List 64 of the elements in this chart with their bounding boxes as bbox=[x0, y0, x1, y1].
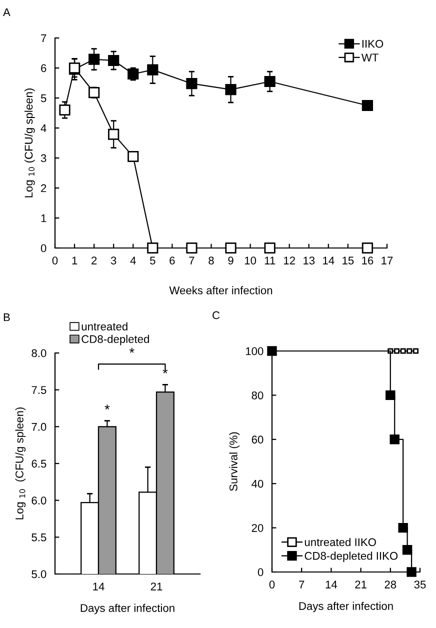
x-tick-label: 28 bbox=[384, 580, 396, 588]
x-tick-label: 35 bbox=[414, 580, 426, 588]
x-tick-label: 7 bbox=[299, 580, 304, 588]
y-tick-label: 5.0 bbox=[32, 570, 46, 578]
y-tick-label: 6 bbox=[41, 64, 46, 72]
x-tick-label: 10 bbox=[244, 256, 256, 264]
x-tick-label: 5 bbox=[150, 256, 156, 264]
x-tick-label: 0 bbox=[269, 580, 275, 588]
chart-title: B bbox=[4, 313, 10, 322]
x-tick-label: 2 bbox=[92, 256, 97, 264]
chart-title: C bbox=[212, 311, 220, 320]
y-tick-label: 7.0 bbox=[32, 422, 46, 431]
y-tick-label: 60 bbox=[252, 436, 264, 444]
x-tick-label: 7 bbox=[189, 256, 194, 264]
legend-label: CD8-depleted bbox=[82, 334, 149, 346]
x-tick-label: 16 bbox=[362, 256, 374, 264]
y-tick-label: 8.0 bbox=[32, 349, 46, 358]
y-tick-label: 1 bbox=[41, 214, 46, 222]
x-tick-label: 17 bbox=[382, 256, 393, 264]
x-tick-label: 4 bbox=[130, 256, 136, 264]
y-tick-label: 3 bbox=[40, 154, 46, 162]
x-tick-label: 21 bbox=[150, 582, 162, 590]
x-tick-label: 12 bbox=[284, 256, 295, 264]
legend-label: WT bbox=[361, 54, 378, 62]
x-tick-label: 14 bbox=[326, 580, 338, 588]
x-tick-label: 0 bbox=[52, 256, 58, 264]
x-tick-label: 8 bbox=[208, 256, 214, 264]
legend-label: untreated IIKO bbox=[304, 538, 376, 546]
legend-label: CD8-depleted IIKO bbox=[304, 552, 398, 562]
x-axis-title: Weeks after infection bbox=[169, 286, 272, 294]
x-axis-title: Days after infection bbox=[299, 602, 393, 612]
x-tick-label: 14 bbox=[323, 256, 334, 264]
y-tick-label: 80 bbox=[252, 391, 264, 400]
annotation: * bbox=[104, 404, 110, 410]
y-tick-label: 0 bbox=[258, 568, 264, 576]
y-axis-title: Log $_{10}$ (CFU/g spleen) bbox=[15, 407, 26, 520]
x-tick-label: 13 bbox=[304, 256, 315, 264]
y-tick-label: 40 bbox=[252, 480, 264, 488]
y-axis-title: Log $_{10}$ (CFU/g spleen) bbox=[24, 88, 35, 198]
y-tick-label: 100 bbox=[246, 347, 264, 356]
x-tick-label: 1 bbox=[72, 256, 78, 264]
x-tick-label: 9 bbox=[228, 256, 234, 264]
y-tick-label: 6.5 bbox=[32, 460, 46, 468]
y-tick-label: 4 bbox=[40, 124, 46, 132]
x-tick-label: 21 bbox=[355, 580, 366, 588]
y-axis-title: Survival (%) bbox=[229, 432, 240, 491]
x-tick-label: 14 bbox=[93, 582, 104, 590]
y-tick-label: 20 bbox=[252, 524, 264, 532]
chart-title: A bbox=[3, 8, 10, 16]
x-tick-label: 15 bbox=[342, 256, 354, 264]
y-tick-label: 2 bbox=[41, 184, 46, 192]
x-tick-label: 6 bbox=[170, 256, 175, 264]
text: * bbox=[129, 348, 134, 353]
x-tick-label: 3 bbox=[110, 256, 116, 264]
y-tick-label: 5 bbox=[40, 94, 46, 102]
y-tick-label: 7.5 bbox=[32, 386, 46, 394]
y-tick-label: 7 bbox=[41, 34, 46, 42]
legend-label: untreated bbox=[82, 322, 128, 330]
legend-label: IIKO bbox=[362, 40, 384, 48]
y-tick-label: 0 bbox=[40, 244, 46, 252]
x-axis-title: Days after infection bbox=[80, 604, 174, 614]
y-tick-label: 5.5 bbox=[32, 534, 46, 542]
y-tick-label: 6.0 bbox=[32, 496, 46, 504]
x-tick-label: 11 bbox=[264, 256, 276, 264]
